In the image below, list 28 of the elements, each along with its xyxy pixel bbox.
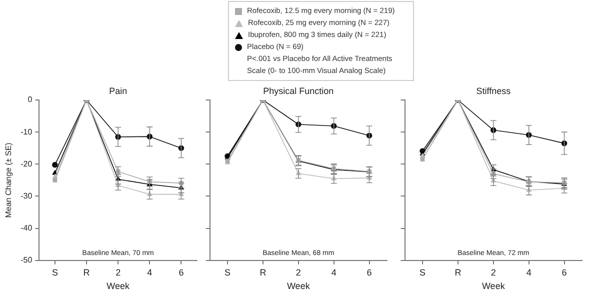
- x-tick-label: S: [420, 267, 426, 278]
- x-tick-label: S: [224, 267, 231, 278]
- chart-title: Pain: [109, 86, 128, 96]
- x-tick-label: 4: [331, 267, 336, 278]
- x-tick-label: R: [454, 267, 462, 278]
- x-tick-label: 4: [147, 267, 152, 278]
- x-tick-label: R: [260, 267, 267, 278]
- x-tick-label: 2: [296, 267, 301, 278]
- x-tick-label: 2: [116, 267, 121, 278]
- y-tick-label: -30: [20, 191, 33, 200]
- y-tick-label: -40: [20, 224, 33, 233]
- chart-title: Physical Function: [263, 86, 334, 96]
- x-tick-label: 6: [178, 267, 184, 278]
- y-tick-label: 0: [28, 95, 33, 104]
- x-tick-label: 2: [490, 267, 496, 278]
- x-tick-label: 4: [526, 267, 532, 278]
- x-tick-label: 6: [562, 267, 567, 278]
- x-axis-title: Week: [286, 281, 310, 292]
- chart-title: Stiffness: [476, 86, 512, 96]
- x-axis-title: Week: [106, 281, 130, 292]
- y-tick-label: -50: [20, 256, 33, 265]
- y-tick-label: -10: [20, 127, 33, 136]
- x-axis-title: Week: [482, 281, 506, 292]
- x-tick-label: R: [83, 267, 90, 278]
- y-axis-title: Mean Change (± SE): [4, 142, 14, 218]
- x-tick-label: S: [52, 267, 58, 278]
- x-tick-label: 6: [366, 267, 372, 278]
- y-tick-label: -20: [20, 159, 33, 168]
